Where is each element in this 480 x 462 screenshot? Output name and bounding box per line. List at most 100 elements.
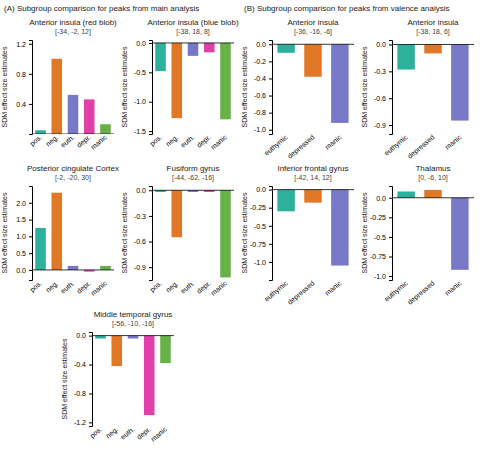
y-tick-label: -0.2 bbox=[254, 58, 266, 65]
x-tick: manic bbox=[149, 425, 168, 443]
y-tick-label: 0.0 bbox=[76, 332, 86, 339]
y-tick-label: -0.5 bbox=[134, 69, 146, 76]
y-tick-label: -0.6 bbox=[374, 95, 386, 102]
y-tick: 0.0 bbox=[76, 332, 92, 339]
y-tick-label: -0.9 bbox=[374, 122, 386, 129]
x-tick-label: manic bbox=[89, 279, 108, 297]
x-tick: depressed bbox=[406, 279, 436, 306]
y-tick: 0.8 bbox=[16, 71, 32, 78]
x-tick-label: neg. bbox=[44, 133, 60, 148]
x-tick: euth. bbox=[59, 133, 75, 148]
y-tick: -0.75 bbox=[250, 241, 272, 248]
zero-line bbox=[152, 42, 234, 43]
y-tick: -1.5 bbox=[134, 128, 152, 135]
y-axis: -1.2-0.8-0.40.0 bbox=[74, 332, 93, 426]
x-tick-label: manic bbox=[444, 279, 463, 297]
bar bbox=[451, 44, 468, 120]
y-tick-mark bbox=[389, 98, 392, 99]
y-tick-mark bbox=[29, 74, 32, 75]
y-tick-label: -0.9 bbox=[134, 264, 146, 271]
bar bbox=[128, 336, 139, 339]
x-tick: manic bbox=[209, 279, 228, 297]
y-tick-label: -0.8 bbox=[74, 390, 86, 397]
y-tick-mark bbox=[269, 262, 272, 263]
y-tick: -1.0 bbox=[254, 126, 272, 133]
x-axis: pos.neg.euth.depr.manic bbox=[149, 279, 229, 297]
y-axis-title: SDM effect size estimates bbox=[1, 192, 8, 273]
x-tick: manic bbox=[324, 279, 343, 297]
y-tick: -0.5 bbox=[374, 234, 392, 241]
y-tick: -0.3 bbox=[374, 68, 392, 75]
chart-title: Inferior frontal gyrus bbox=[277, 164, 348, 173]
x-axis: pos.neg.euth.depr.manic bbox=[29, 279, 109, 297]
zero-line bbox=[32, 269, 114, 270]
bar-chart: Thalamus[0, -6, 10]-1.0-0.75-0.5-0.250.0… bbox=[361, 164, 474, 307]
y-tick-mark bbox=[89, 422, 92, 423]
y-tick: -0.25 bbox=[250, 204, 272, 211]
y-tick-label: 0.4 bbox=[16, 101, 26, 108]
bar bbox=[277, 44, 294, 53]
y-tick: -0.3 bbox=[134, 213, 152, 220]
y-tick: -0.8 bbox=[254, 109, 272, 116]
x-tick: neg. bbox=[164, 133, 180, 148]
y-axis-title: SDM effect size estimates bbox=[241, 192, 248, 273]
bar bbox=[35, 130, 46, 134]
chart-subtitle: [-38, 18, 6] bbox=[416, 28, 450, 36]
y-tick-mark bbox=[149, 267, 152, 268]
x-tick-label: depressed bbox=[286, 279, 316, 306]
x-axis: pos.neg.euth.depr.manic bbox=[89, 425, 169, 443]
y-axis-title: SDM effect size estimates bbox=[361, 192, 368, 273]
y-tick: 0.0 bbox=[376, 194, 392, 201]
bar bbox=[188, 43, 199, 56]
chart-subtitle: [0, -6, 10] bbox=[418, 174, 448, 182]
chart-subtitle: [-2, -20, 30] bbox=[55, 174, 91, 182]
bar bbox=[144, 336, 155, 416]
y-tick-mark bbox=[389, 198, 392, 199]
y-tick-label: -0.75 bbox=[370, 253, 386, 260]
y-tick-label: 0.0 bbox=[256, 41, 266, 48]
bar bbox=[331, 44, 348, 123]
x-tick-label: manic bbox=[209, 133, 228, 151]
y-axis-title: SDM effect size estimates bbox=[241, 46, 248, 127]
bar-chart: Anterior insula[-36, -16, -6]-1.0-0.8-0.… bbox=[241, 18, 354, 161]
bar bbox=[220, 43, 231, 119]
y-tick: -0.5 bbox=[254, 223, 272, 230]
y-tick-mark bbox=[29, 236, 32, 237]
bars bbox=[152, 43, 234, 119]
bar bbox=[424, 44, 441, 53]
y-tick-label: 0.0 bbox=[16, 267, 26, 274]
x-axis: euthymicdepressedmanic bbox=[263, 133, 343, 160]
y-tick-label: -0.3 bbox=[374, 68, 386, 75]
y-tick-label: -1.0 bbox=[134, 98, 146, 105]
y-tick-label: -0.5 bbox=[254, 223, 266, 230]
y-tick-mark bbox=[89, 336, 92, 337]
y-tick: 0.0 bbox=[256, 186, 272, 193]
x-tick-label: manic bbox=[89, 133, 108, 151]
y-tick-mark bbox=[269, 61, 272, 62]
y-axis-line bbox=[149, 41, 153, 135]
section-title: (A) Subgroup comparison for peaks from m… bbox=[4, 4, 199, 13]
bars bbox=[272, 190, 354, 266]
y-axis: 0.00.51.01.52.0 bbox=[16, 187, 32, 281]
y-tick-label: 0.8 bbox=[16, 71, 26, 78]
chart-title: Anterior insula bbox=[407, 18, 459, 27]
y-tick-mark bbox=[149, 242, 152, 243]
bars bbox=[152, 190, 234, 277]
x-tick-label: manic bbox=[209, 279, 228, 297]
y-tick: -0.25 bbox=[370, 214, 392, 221]
chart-subtitle: [-56, -10, -16] bbox=[112, 320, 154, 328]
y-axis-line bbox=[269, 41, 273, 135]
bar-chart: Posterior cingulate Cortex[-2, -20, 30]0… bbox=[1, 164, 119, 297]
y-tick-mark bbox=[389, 217, 392, 218]
chart-title: Fusiform gyrus bbox=[167, 164, 220, 173]
bar-chart: Inferior frontal gyrus[-42, 14, 12]-1.0-… bbox=[241, 164, 354, 307]
y-tick-mark bbox=[29, 44, 32, 45]
y-tick-label: -1.2 bbox=[74, 419, 86, 426]
y-axis-title: SDM effect size estimates bbox=[61, 338, 68, 419]
y-tick-label: 0.0 bbox=[376, 194, 386, 201]
y-tick-mark bbox=[389, 257, 392, 258]
x-tick-label: manic bbox=[444, 133, 463, 151]
y-tick-mark bbox=[89, 393, 92, 394]
bar bbox=[68, 95, 79, 134]
y-axis: -0.9-0.6-0.30.0 bbox=[374, 41, 393, 135]
